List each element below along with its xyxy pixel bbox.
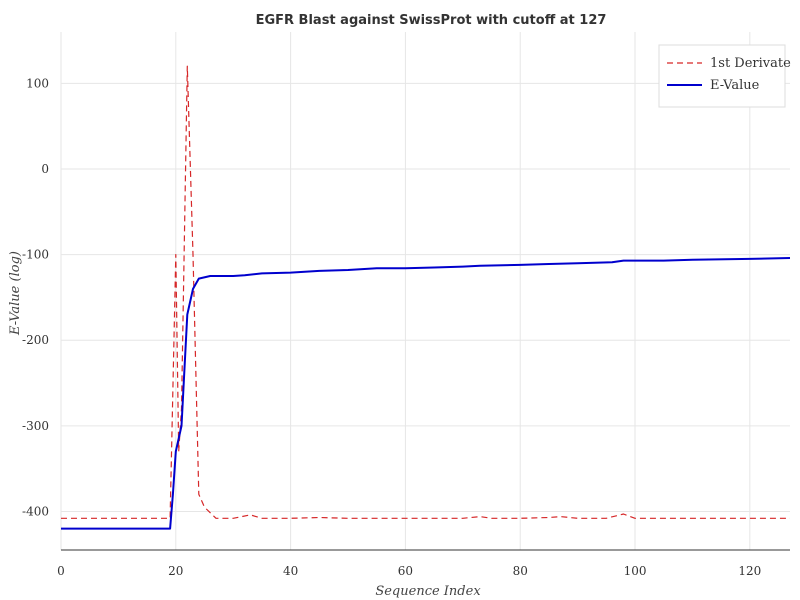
legend-label-evalue: E-Value bbox=[710, 78, 760, 93]
x-axis-label: Sequence Index bbox=[375, 584, 481, 599]
y-tick-label: -300 bbox=[22, 419, 49, 433]
y-axis-label: E-Value (log) bbox=[8, 251, 23, 336]
x-tick-label: 80 bbox=[513, 564, 528, 578]
chart-title: EGFR Blast against SwissProt with cutoff… bbox=[256, 13, 607, 28]
plot-area bbox=[61, 32, 790, 550]
series-line-evalue bbox=[61, 257, 791, 530]
legend-label-derivate: 1st Derivate bbox=[710, 56, 791, 71]
legend: 1st Derivate E-Value bbox=[658, 44, 791, 108]
x-tick-label: 20 bbox=[168, 564, 183, 578]
x-tick-label: 100 bbox=[624, 564, 647, 578]
y-tick-label: -400 bbox=[22, 504, 49, 518]
y-tick-label: -100 bbox=[22, 248, 49, 262]
x-tick-label: 0 bbox=[57, 564, 65, 578]
series-line-derivate bbox=[61, 65, 790, 519]
x-tick-label: 120 bbox=[738, 564, 761, 578]
x-tick-label: 60 bbox=[398, 564, 413, 578]
y-tick-label: 100 bbox=[26, 76, 49, 90]
y-tick-label: 0 bbox=[41, 162, 49, 176]
y-tick-label: -200 bbox=[22, 333, 49, 347]
series-lines bbox=[61, 65, 791, 530]
legend-box bbox=[658, 44, 786, 108]
axes: 0 20 40 60 80 100 120 100 0 -100 -200 -300 -400 bbox=[22, 76, 790, 578]
x-tick-label: 40 bbox=[283, 564, 298, 578]
